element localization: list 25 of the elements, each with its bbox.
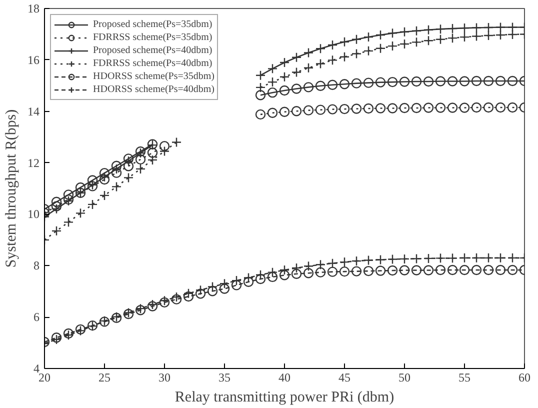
legend-label: FDRRSS scheme(Ps=35dbm) xyxy=(93,31,212,44)
legend-label: Proposed scheme(Ps=40dbm) xyxy=(93,44,212,57)
x-tick-label: 20 xyxy=(38,370,50,384)
x-tick-label: 50 xyxy=(398,370,410,384)
legend-label: Proposed scheme(Ps=35dbm) xyxy=(93,18,212,31)
x-tick-label: 25 xyxy=(98,370,110,384)
y-tick-label: 10 xyxy=(28,207,40,222)
x-tick-label: 55 xyxy=(458,370,470,384)
y-tick-label: 14 xyxy=(28,104,40,118)
x-tick-label: 30 xyxy=(158,370,170,384)
y-tick-label: 6 xyxy=(34,310,40,324)
y-tick-label: 18 xyxy=(28,2,40,16)
x-axis-title: Relay transmitting power PRi (dbm) xyxy=(174,390,394,406)
legend-label: FDRRSS scheme(Ps=40dbm) xyxy=(93,57,212,70)
x-tick-label: 35 xyxy=(218,370,230,384)
y-axis-title: System throughput R(bps) xyxy=(4,109,20,268)
x-tick-label: 45 xyxy=(338,370,350,384)
x-tick-label: 40 xyxy=(278,370,290,384)
x-tick-label: 60 xyxy=(518,370,530,384)
legend-label: HDORSS scheme(Ps=40dbm) xyxy=(93,83,214,96)
y-tick-label: 12 xyxy=(28,156,40,170)
y-tick-label: 4 xyxy=(34,362,40,376)
y-tick-label: 8 xyxy=(34,258,40,273)
y-tick-label: 16 xyxy=(28,52,40,67)
legend-label: HDORSS scheme(Ps=35dbm) xyxy=(93,70,214,83)
